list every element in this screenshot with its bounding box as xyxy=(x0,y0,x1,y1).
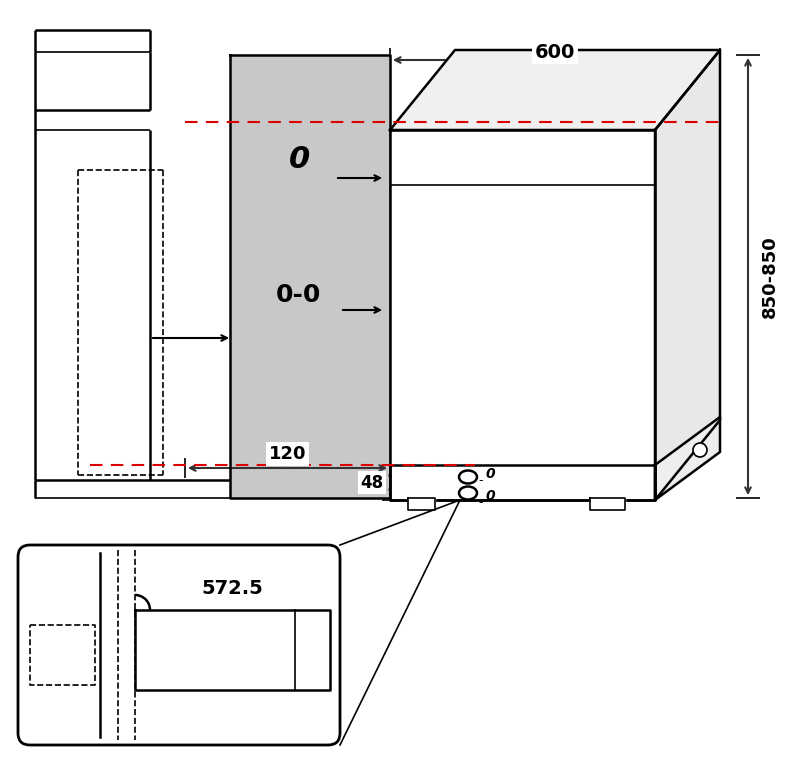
Polygon shape xyxy=(135,610,330,690)
Text: 0-0: 0-0 xyxy=(275,283,321,307)
Circle shape xyxy=(693,443,707,457)
Text: 0: 0 xyxy=(486,467,496,481)
Text: 572.5: 572.5 xyxy=(202,578,263,597)
Text: 120: 120 xyxy=(269,445,306,463)
FancyBboxPatch shape xyxy=(18,545,340,745)
Text: -: - xyxy=(478,474,483,487)
Text: 600: 600 xyxy=(535,43,575,61)
Polygon shape xyxy=(408,498,435,510)
Ellipse shape xyxy=(459,471,477,484)
Polygon shape xyxy=(390,465,655,500)
Ellipse shape xyxy=(459,487,477,500)
Polygon shape xyxy=(230,55,390,498)
Polygon shape xyxy=(655,417,720,500)
Polygon shape xyxy=(390,50,720,130)
Polygon shape xyxy=(590,498,625,510)
Text: 0: 0 xyxy=(486,489,496,503)
Text: -: - xyxy=(478,497,483,510)
Text: 0: 0 xyxy=(290,145,310,174)
Text: 48: 48 xyxy=(361,474,383,491)
Polygon shape xyxy=(655,50,720,500)
Polygon shape xyxy=(390,130,655,500)
Text: 850-850: 850-850 xyxy=(761,235,779,318)
